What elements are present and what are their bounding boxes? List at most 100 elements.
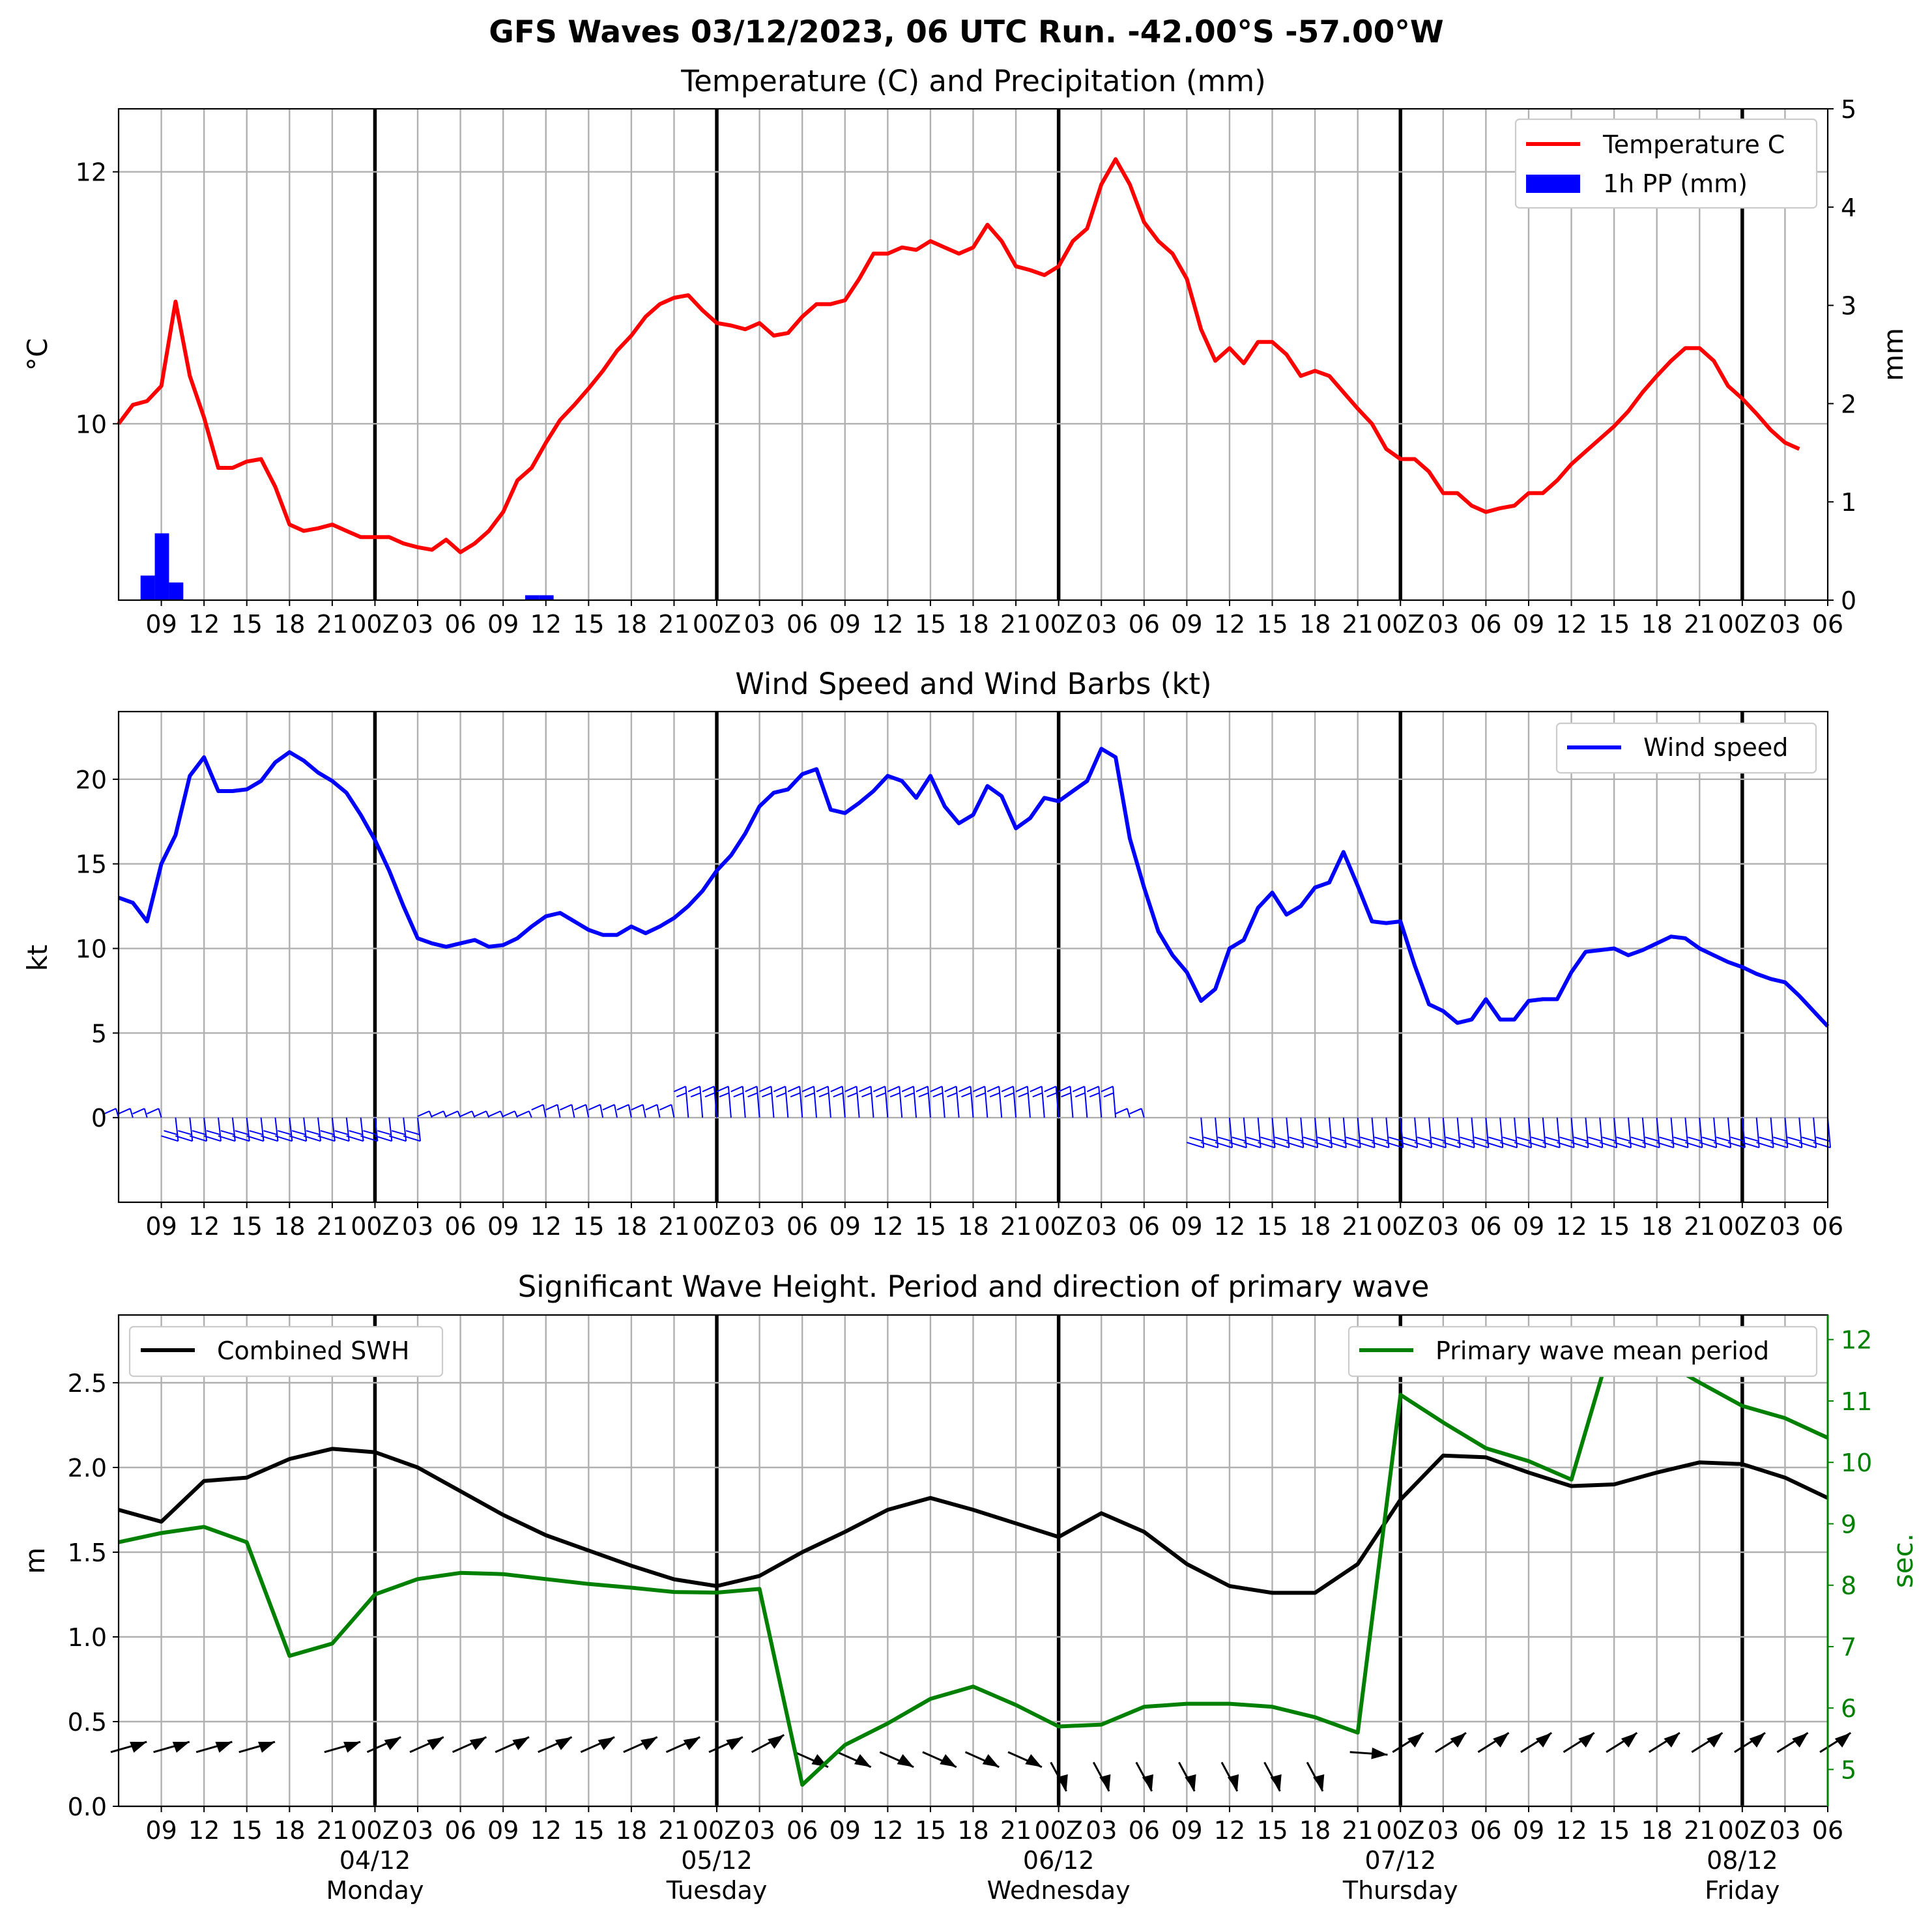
wind-barb-flag xyxy=(1074,1092,1086,1098)
wind-barb-staff xyxy=(998,1086,1003,1118)
wind-barb-flag xyxy=(1656,1142,1674,1149)
wind-barb-flag xyxy=(759,1086,771,1093)
wind-barb-flag xyxy=(405,1130,420,1136)
wind-barb-staff xyxy=(175,1118,179,1142)
y-tick-label: 12 xyxy=(76,158,107,187)
legend-swh: Combined SWH xyxy=(128,1325,444,1378)
wind-barb-flag xyxy=(1288,1136,1303,1142)
wind-barb-staff xyxy=(528,1110,532,1118)
wind-barb-flag xyxy=(932,1092,944,1098)
wind-barb-flag xyxy=(1801,1136,1816,1142)
wave-direction-arrow-head xyxy=(343,1742,361,1753)
wind-barb-flag xyxy=(1329,1142,1347,1149)
legend-wind-label: Wind speed xyxy=(1643,733,1788,762)
x-tick-label: 12 xyxy=(872,1212,903,1241)
wind-barb-flag xyxy=(132,1108,145,1115)
wind-barb-staff xyxy=(571,1104,575,1118)
wind-barb-flag xyxy=(446,1110,459,1118)
x-tick-label: 00Z xyxy=(1034,1816,1082,1845)
wind-barb-flag xyxy=(1414,1142,1432,1149)
wind-barb-staff xyxy=(642,1104,646,1118)
tick-labels: 09 12 15 18 21 00Z 03 06 09 12 15 18 21 00Z 03 06 09 12 15… xyxy=(68,1326,1873,1905)
wind-barb-flag xyxy=(1215,1142,1233,1149)
wind-barb-flag xyxy=(1744,1136,1759,1142)
wind-barb-staff xyxy=(457,1110,461,1118)
day-weekday-label: Friday xyxy=(1705,1876,1780,1905)
wind-barb-flag xyxy=(1303,1136,1318,1142)
wind-barb-flag xyxy=(1759,1136,1773,1142)
wind-barb-flag xyxy=(1186,1142,1204,1149)
day-date-label: 06/12 xyxy=(1023,1846,1095,1875)
wind-barb-staff xyxy=(899,1086,903,1118)
period-line xyxy=(118,1333,1829,1787)
wind-barb-flag xyxy=(1001,1086,1014,1093)
wind-barb-flag xyxy=(261,1135,278,1142)
x-tick-label: 18 xyxy=(274,610,305,639)
wind-barb-staff xyxy=(955,1086,960,1118)
wind-barb-flag xyxy=(1115,1108,1128,1115)
y-tick-label: 10 xyxy=(76,410,107,439)
wind-barb-staff xyxy=(274,1118,279,1142)
wind-barb-flag xyxy=(1343,1142,1361,1149)
wave-direction-arrow-head xyxy=(641,1737,657,1750)
wind-barb-flag xyxy=(235,1130,249,1136)
wind-barb-flag xyxy=(704,1092,715,1098)
wind-barb-staff xyxy=(927,1086,931,1118)
wind-barb-staff xyxy=(129,1108,134,1118)
y-axis-label-right: mm xyxy=(1877,328,1909,381)
wave-direction-arrow-head xyxy=(469,1737,487,1750)
x-tick-label: 18 xyxy=(957,1816,988,1845)
wind-barb-flag xyxy=(375,1135,392,1142)
x-tick-label: 06 xyxy=(1812,1212,1843,1241)
wind-barb-staff xyxy=(514,1110,518,1118)
wind-barb-flag xyxy=(1571,1142,1589,1149)
x-tick-label: 18 xyxy=(274,1212,305,1241)
wind-barb-flag xyxy=(818,1092,829,1098)
wind-barb-flag xyxy=(816,1086,829,1093)
wind-barb-flag xyxy=(218,1135,236,1142)
wind-barb-flag xyxy=(775,1092,786,1098)
wind-barb-flag xyxy=(517,1110,530,1118)
x-tick-label: 12 xyxy=(530,610,562,639)
x-tick-label: 03 xyxy=(1769,1816,1800,1845)
wind-barb-staff xyxy=(158,1108,162,1118)
wind-barb-flag xyxy=(1716,1136,1731,1142)
y-tick-label: 5 xyxy=(91,1019,107,1048)
precip-bars xyxy=(140,533,554,600)
wind-barb-flag xyxy=(1659,1136,1673,1142)
wave-series xyxy=(118,1333,1829,1787)
wind-barb-flag xyxy=(719,1092,730,1098)
x-tick-label: 18 xyxy=(616,1816,647,1845)
precip-bar xyxy=(169,582,184,600)
x-tick-label: 06 xyxy=(444,610,476,639)
wind-barb-flag xyxy=(1443,1142,1460,1149)
x-tick-label: 21 xyxy=(1342,1212,1373,1241)
wind-barb-flag xyxy=(1044,1086,1057,1093)
wind-barb-flag xyxy=(930,1086,943,1093)
wind-barb-flag xyxy=(118,1108,131,1115)
chart-title: Significant Wave Height. Period and dire… xyxy=(518,1269,1430,1304)
wind-barb-flag xyxy=(1613,1142,1632,1149)
x-tick-label: 03 xyxy=(743,1212,775,1241)
x-tick-label: 09 xyxy=(829,610,861,639)
precip-bar xyxy=(525,595,540,600)
x-tick-label: 03 xyxy=(402,1212,433,1241)
x-tick-label: 12 xyxy=(872,1816,903,1845)
wind-barb-flag xyxy=(830,1086,843,1093)
wave-direction-arrow-head xyxy=(1407,1733,1424,1748)
wind-barb-staff xyxy=(471,1110,476,1118)
wind-barb-flag xyxy=(1400,1142,1418,1149)
x-tick-label: 21 xyxy=(317,610,348,639)
wind-barb-flag xyxy=(1258,1142,1275,1149)
x-tick-label: 12 xyxy=(188,610,220,639)
wave-direction-arrow-head xyxy=(1227,1774,1239,1791)
x-tick-label: 15 xyxy=(573,610,604,639)
wind-barb-flag xyxy=(1616,1136,1631,1142)
wave-direction-arrow-head xyxy=(130,1742,147,1753)
legend-box xyxy=(1514,118,1818,209)
x-tick-label: 09 xyxy=(487,610,519,639)
y-tick-label: 2.0 xyxy=(68,1454,107,1482)
wind-barb-flag xyxy=(1331,1136,1346,1142)
swh-line xyxy=(118,1447,1829,1595)
wind-barb-flag xyxy=(175,1135,193,1142)
